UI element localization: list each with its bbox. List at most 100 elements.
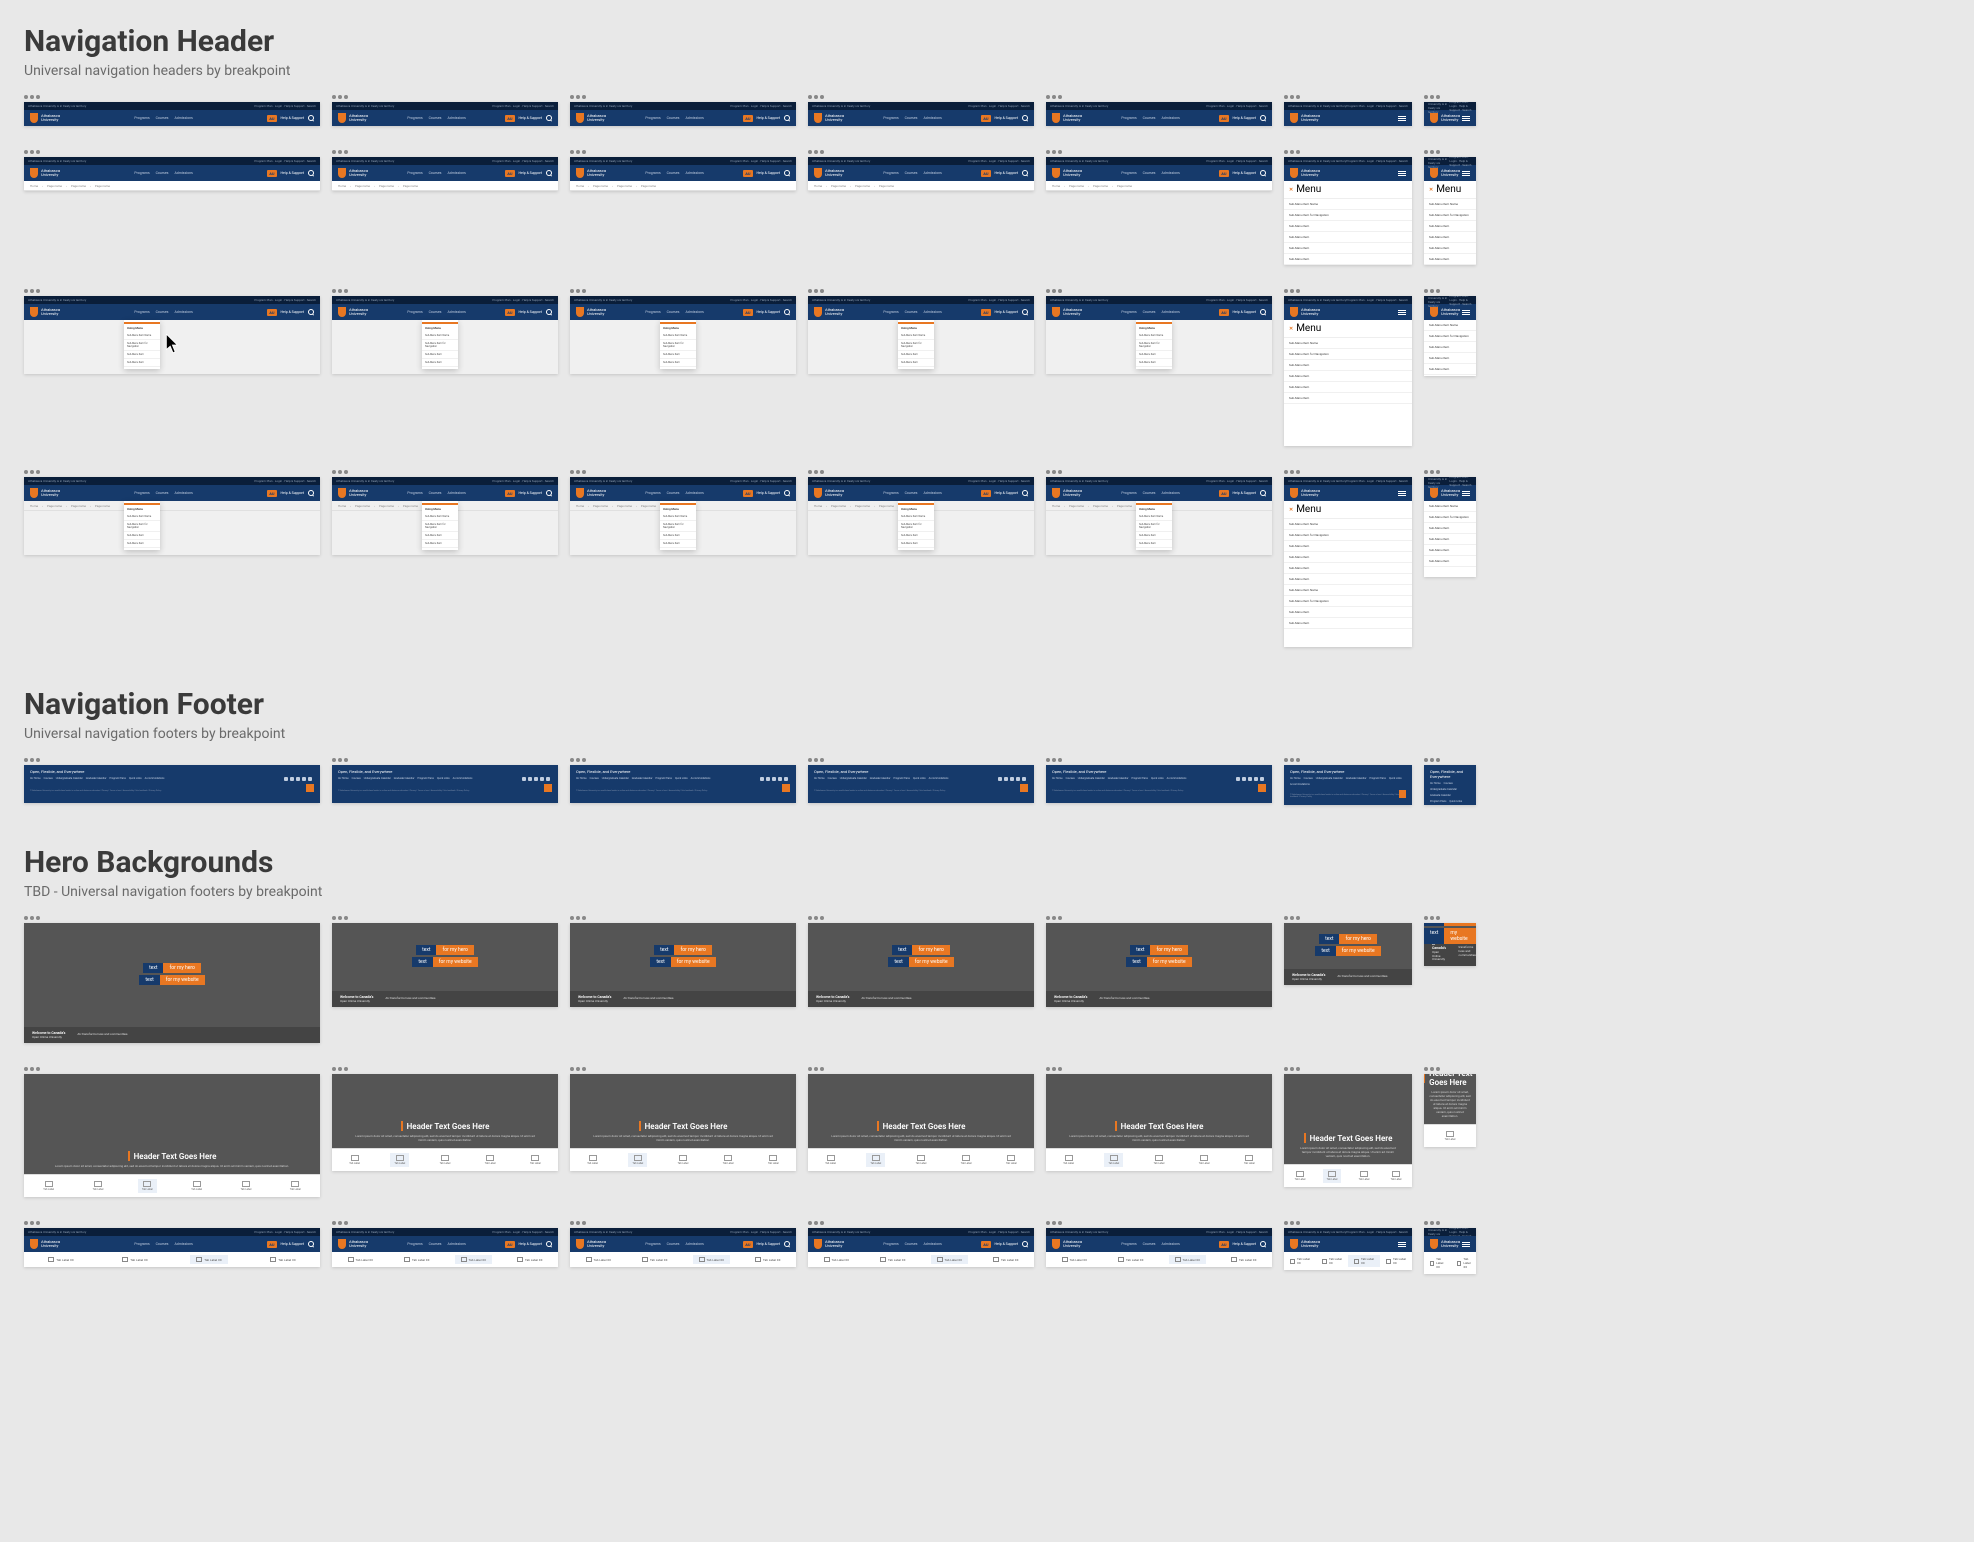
social-icon[interactable] (296, 777, 300, 781)
help-link[interactable]: Help & Support (995, 1242, 1018, 1246)
hero-tab[interactable]: Tab Label (481, 1153, 500, 1167)
nav-item[interactable]: Courses (429, 171, 442, 175)
nav-item[interactable]: Programs (883, 491, 898, 495)
au-badge[interactable]: AU (505, 170, 514, 177)
footer-link[interactable]: Undergraduate Calendar (364, 777, 391, 780)
help-link[interactable]: Help & Support (281, 116, 304, 120)
footer-link[interactable]: AU Home (1430, 782, 1441, 785)
hero-tab[interactable]: Tab Label (345, 1153, 364, 1167)
hero-tab[interactable]: Tab Label (821, 1153, 840, 1167)
footer-link[interactable]: AU Home (1052, 777, 1063, 780)
mobile-menu-item[interactable]: Sub-Menu Item (1424, 545, 1476, 556)
combo-tab[interactable]: Tab Label XX (580, 1255, 617, 1264)
au-badge[interactable]: AU (1219, 1241, 1228, 1248)
breadcrumb-item[interactable]: Page name (593, 184, 608, 188)
dropdown-item[interactable]: Sub-Menu Item for Navigation (124, 340, 160, 351)
footer-link[interactable]: Quick Links (437, 777, 450, 780)
search-icon[interactable] (308, 170, 314, 176)
search-icon[interactable] (1260, 170, 1266, 176)
search-icon[interactable] (784, 490, 790, 496)
nav-item[interactable]: Programs (407, 310, 422, 314)
mobile-menu-item[interactable]: Sub-Menu Item (1284, 371, 1412, 382)
breadcrumb-item[interactable]: Home (1052, 184, 1060, 188)
combo-tab[interactable]: Tab Label XX (1056, 1255, 1093, 1264)
social-icon[interactable] (534, 777, 538, 781)
search-icon[interactable] (308, 115, 314, 121)
combo-tab[interactable]: Tab Label XX (511, 1255, 548, 1264)
hero-tab[interactable]: Tab Label (1240, 1153, 1259, 1167)
breadcrumb-item[interactable]: Page name (403, 504, 418, 508)
logo[interactable]: AthabascaUniversity (1052, 168, 1082, 178)
au-badge[interactable]: AU (1219, 490, 1228, 497)
nav-item[interactable]: Programs (407, 1242, 422, 1246)
dropdown-item[interactable]: Sub-Menu Item (660, 540, 696, 548)
hamburger-icon[interactable] (1398, 116, 1406, 121)
footer-link[interactable]: Accommodations (691, 777, 711, 780)
breadcrumb-item[interactable]: Page name (831, 184, 846, 188)
combo-tab[interactable]: Tab Label XX (342, 1255, 379, 1264)
hero-tab[interactable]: Tab Label (89, 1179, 108, 1193)
social-icon[interactable] (1260, 777, 1264, 781)
dropdown-item[interactable]: Sub-Menu Item Name (898, 513, 934, 521)
footer-link[interactable]: Quick Links (913, 777, 926, 780)
breadcrumb-item[interactable]: Home (30, 504, 38, 508)
search-icon[interactable] (308, 309, 314, 315)
dropdown-item[interactable]: Sub-Menu Item (898, 540, 934, 548)
breadcrumb-item[interactable]: Page name (1117, 184, 1132, 188)
breadcrumb-item[interactable]: Page name (1069, 184, 1084, 188)
help-link[interactable]: Help & Support (1233, 1242, 1256, 1246)
nav-item[interactable]: Admissions (923, 116, 941, 120)
combo-tab[interactable]: Tab Label XX (42, 1255, 79, 1264)
help-link[interactable]: Help & Support (1233, 491, 1256, 495)
search-icon[interactable] (1260, 309, 1266, 315)
au-badge[interactable]: AU (981, 115, 990, 122)
logo[interactable]: AthabascaUniversity (814, 307, 844, 317)
breadcrumb-item[interactable]: Page name (879, 504, 894, 508)
nav-item[interactable]: Admissions (174, 116, 192, 120)
nav-item[interactable]: Courses (1143, 1242, 1156, 1246)
nav-item[interactable]: Programs (883, 1242, 898, 1246)
hamburger-icon[interactable] (1398, 310, 1406, 315)
breadcrumb-item[interactable]: Page name (379, 184, 394, 188)
social-icon[interactable] (778, 777, 782, 781)
search-icon[interactable] (1022, 309, 1028, 315)
hero-tab[interactable]: Tab Label (436, 1153, 455, 1167)
au-badge[interactable]: AU (505, 1241, 514, 1248)
nav-item[interactable]: Admissions (923, 171, 941, 175)
hero-tab[interactable]: Tab Label (719, 1153, 738, 1167)
dropdown-item[interactable]: Sub-Menu Item Name (660, 513, 696, 521)
breadcrumb-item[interactable]: Page name (831, 504, 846, 508)
help-link[interactable]: Help & Support (519, 491, 542, 495)
logo[interactable]: AthabascaUniversity (814, 113, 844, 123)
close-icon[interactable]: ✕ (1429, 187, 1433, 193)
combo-tab[interactable]: Tab Label XX (1225, 1255, 1262, 1264)
nav-item[interactable]: Admissions (1161, 310, 1179, 314)
footer-link[interactable]: Graduate Calendar (632, 777, 653, 780)
dropdown-item[interactable]: Sub-Menu Item (898, 351, 934, 359)
search-icon[interactable] (308, 490, 314, 496)
logo[interactable]: AthabascaUniversity (1430, 113, 1460, 123)
nav-item[interactable]: Programs (1121, 491, 1136, 495)
search-icon[interactable] (1022, 170, 1028, 176)
hero-tab[interactable]: Tab Label (39, 1179, 58, 1193)
breadcrumb-item[interactable]: Page name (47, 504, 62, 508)
breadcrumb-item[interactable]: Page name (71, 184, 86, 188)
nav-item[interactable]: Programs (645, 1242, 660, 1246)
nav-item[interactable]: Admissions (685, 1242, 703, 1246)
breadcrumb-item[interactable]: Page name (95, 184, 110, 188)
search-icon[interactable] (784, 1241, 790, 1247)
social-icon[interactable] (1010, 777, 1014, 781)
nav-item[interactable]: Admissions (923, 310, 941, 314)
nav-item[interactable]: Programs (1121, 116, 1136, 120)
dropdown-item[interactable]: Sub-Menu Item (124, 540, 160, 548)
au-badge[interactable]: AU (743, 115, 752, 122)
hero-tab[interactable]: Tab Label (1323, 1169, 1342, 1183)
mobile-menu-item[interactable]: Sub-Menu Item (1284, 607, 1412, 618)
logo[interactable]: AthabascaUniversity (1430, 488, 1460, 498)
close-icon[interactable]: ✕ (1289, 187, 1293, 193)
nav-item[interactable]: Admissions (447, 310, 465, 314)
breadcrumb-item[interactable]: Home (338, 504, 346, 508)
breadcrumb-item[interactable]: Page name (593, 504, 608, 508)
nav-item[interactable]: Programs (407, 491, 422, 495)
social-icon[interactable] (284, 777, 288, 781)
